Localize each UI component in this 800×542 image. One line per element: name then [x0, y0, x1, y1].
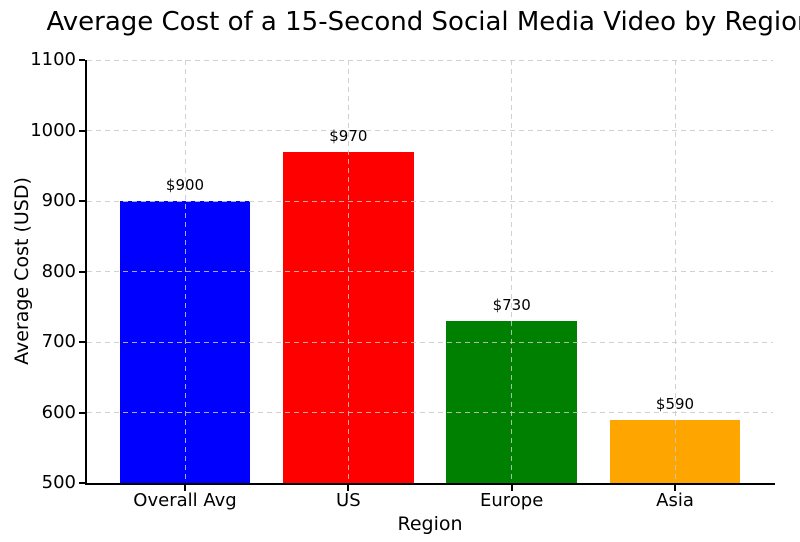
gridline-x-1: [347, 60, 349, 483]
y-tick-mark-800: [79, 270, 85, 273]
x-axis-spine: [85, 483, 775, 485]
x-tick-label-0: Overall Avg: [133, 490, 237, 511]
x-tick-mark-2: [510, 485, 513, 491]
bar-value-label-3: $590: [655, 394, 695, 413]
y-tick-label-700: 700: [41, 331, 76, 352]
gridline-y-800: [87, 271, 773, 272]
x-tick-mark-1: [347, 485, 350, 491]
bar-value-label-1: $970: [329, 126, 368, 145]
x-axis-label: Region: [397, 513, 463, 535]
y-tick-mark-1000: [79, 129, 85, 132]
chart-title: Average Cost of a 15-Second Social Media…: [46, 7, 800, 37]
gridline-x-2: [511, 60, 513, 483]
gridline-x-0: [184, 60, 186, 483]
gridline-y-900: [87, 200, 773, 202]
gridline-y-1100: [87, 59, 773, 61]
y-tick-mark-900: [79, 200, 85, 202]
y-tick-mark-700: [79, 341, 85, 343]
y-tick-mark-500: [79, 482, 85, 484]
y-axis-spine: [85, 60, 87, 485]
gridline-y-700: [87, 341, 773, 343]
y-tick-label-1000: 1000: [30, 119, 76, 141]
y-tick-label-1100: 1100: [30, 49, 76, 70]
x-tick-label-1: US: [336, 490, 361, 511]
gridline-y-600: [87, 412, 773, 413]
y-tick-label-600: 600: [41, 401, 76, 423]
y-tick-label-500: 500: [41, 472, 76, 493]
x-tick-mark-3: [674, 485, 676, 491]
y-tick-mark-600: [79, 411, 85, 414]
y-tick-mark-1100: [79, 59, 85, 61]
x-tick-label-2: Europe: [480, 490, 544, 511]
y-tick-label-800: 800: [41, 260, 76, 282]
gridline-x-3: [674, 60, 676, 483]
y-tick-label-900: 900: [41, 190, 76, 211]
x-tick-mark-0: [184, 485, 186, 491]
gridline-y-1000: [87, 130, 773, 131]
x-tick-label-3: Asia: [656, 490, 694, 511]
bar-value-label-0: $900: [165, 176, 205, 194]
bar-value-label-2: $730: [492, 295, 531, 314]
